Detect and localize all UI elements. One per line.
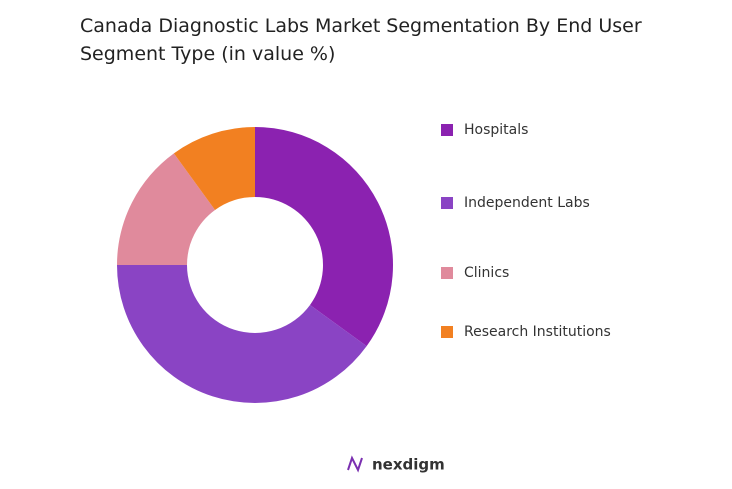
brand: nexdigm	[372, 456, 445, 474]
wedge	[116, 265, 367, 404]
wedge	[255, 127, 393, 347]
legend-label: Hospitals	[464, 122, 528, 138]
legend-swatch	[441, 326, 453, 338]
legend-label: Independent Labs	[464, 195, 590, 211]
legend-swatch	[441, 197, 453, 209]
legend-swatch	[441, 267, 453, 279]
logo: nexdigm	[347, 455, 445, 474]
chart-title: Canada Diagnostic Labs Market Segmentati…	[80, 15, 642, 65]
legend-swatch	[441, 124, 453, 136]
wedge	[117, 153, 216, 265]
logo-icon	[347, 455, 363, 473]
legend-label: Research Institutions	[464, 324, 611, 340]
legend-label: Clinics	[464, 265, 509, 281]
wedge	[173, 127, 255, 210]
